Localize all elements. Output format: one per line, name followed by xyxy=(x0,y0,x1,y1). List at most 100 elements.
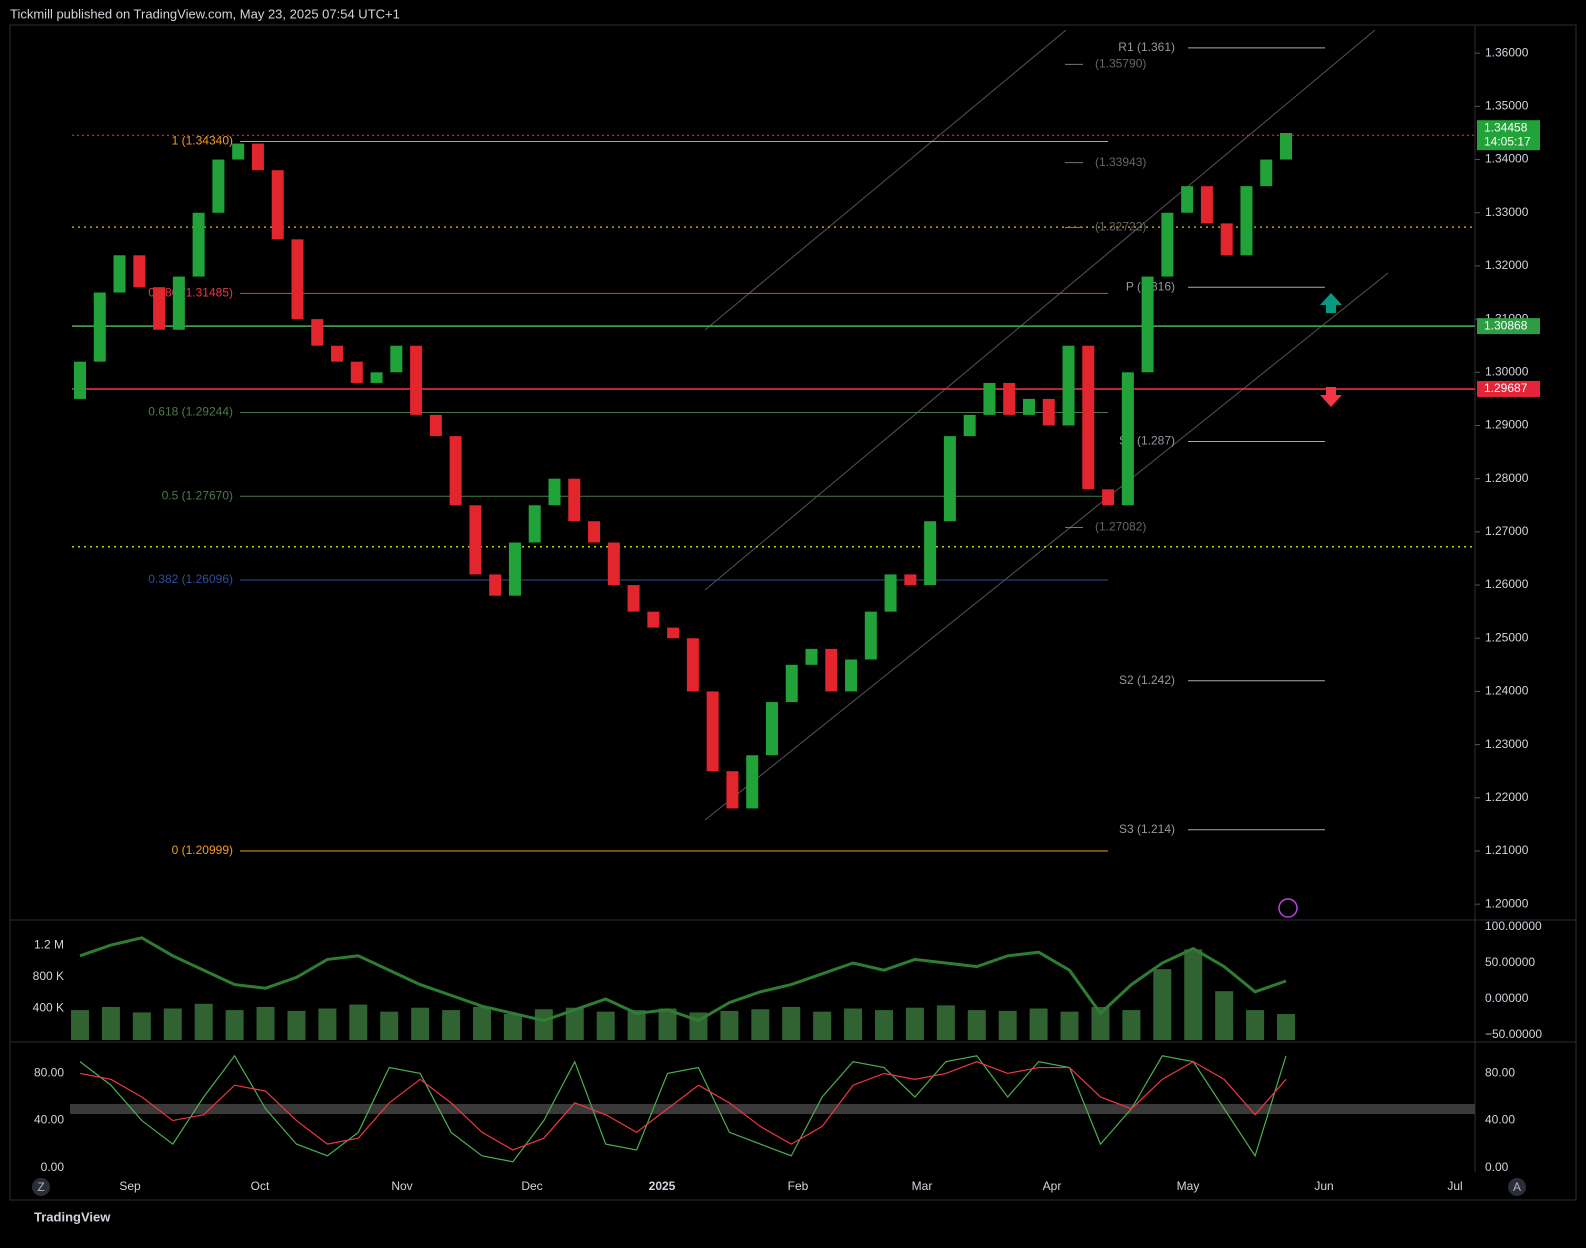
candle-body xyxy=(706,691,719,772)
y-tick-label: 1.35000 xyxy=(1485,99,1529,113)
volume-bar xyxy=(503,1014,522,1040)
x-tick-label: 2025 xyxy=(649,1179,676,1193)
volume-bar xyxy=(256,1006,275,1040)
y-tick-label: 1.34000 xyxy=(1485,152,1529,166)
stoch-line xyxy=(79,1054,1287,1163)
volume-bar xyxy=(194,1003,213,1040)
fib-label: 0.382 (1.26096) xyxy=(148,572,233,586)
volume-bar xyxy=(565,1007,584,1040)
candle-body xyxy=(943,436,956,522)
level-label: (1.33943) xyxy=(1095,155,1146,169)
candle-body xyxy=(192,212,205,277)
volume-bar xyxy=(225,1010,244,1040)
volume-bar xyxy=(411,1007,430,1040)
candle-body xyxy=(884,574,897,612)
momentum-line xyxy=(79,936,1287,1023)
candle-body xyxy=(627,585,640,612)
x-tick-label: Oct xyxy=(251,1179,270,1193)
volume-bar xyxy=(1215,991,1234,1040)
candle-body xyxy=(746,755,759,809)
auto-scale-button[interactable] xyxy=(1508,1178,1526,1196)
volume-bar xyxy=(318,1008,337,1040)
x-tick-label: May xyxy=(1177,1179,1200,1193)
y-tick-label: 1.36000 xyxy=(1485,45,1529,59)
volume-bar xyxy=(101,1006,120,1040)
y-tick-label: 1.24000 xyxy=(1485,684,1529,698)
level-label: (1.32722) xyxy=(1095,220,1146,234)
candle-body xyxy=(983,382,996,415)
candle-body xyxy=(251,143,264,171)
candle-body xyxy=(212,159,225,213)
volume-bar xyxy=(1122,1010,1141,1040)
volume-bar xyxy=(596,1011,615,1040)
momentum-tick-label: 50.00000 xyxy=(1485,955,1535,969)
alert-icon[interactable] xyxy=(1278,898,1298,918)
countdown: 14:05:17 xyxy=(1484,134,1531,148)
candle-body xyxy=(667,627,680,639)
volume-bar xyxy=(1184,949,1203,1040)
volume-bar xyxy=(534,1009,553,1040)
pivot-label: S2 (1.242) xyxy=(1119,673,1175,687)
volume-bar xyxy=(1029,1008,1048,1040)
candle-body xyxy=(686,638,699,692)
x-tick-label: Feb xyxy=(788,1179,809,1193)
stoch-tick-label-left: 40.00 xyxy=(34,1113,64,1127)
volume-bar xyxy=(658,1008,677,1040)
fib-label: 0.786 (1.31485) xyxy=(148,285,233,299)
candle-body xyxy=(429,414,442,437)
fib-label: 0.5 (1.27670) xyxy=(162,488,233,502)
candle-body xyxy=(1003,382,1016,415)
volume-bar xyxy=(905,1007,924,1040)
volume-bar xyxy=(998,1010,1017,1040)
candle-body xyxy=(133,255,146,288)
volume-bar xyxy=(936,1005,955,1040)
fib-label: 1 (1.34340) xyxy=(172,134,233,148)
pivot-label: R1 (1.361) xyxy=(1118,40,1175,54)
volume-bar xyxy=(132,1012,151,1040)
candle-body xyxy=(1260,159,1273,187)
volume-bar xyxy=(720,1010,739,1040)
candle-body xyxy=(508,542,521,596)
price-label-bg xyxy=(1477,318,1540,335)
header-text: Tickmill published on TradingView.com, M… xyxy=(10,6,400,21)
stoch-tick-label: 80.00 xyxy=(1485,1066,1515,1080)
stoch-band xyxy=(70,1104,1475,1114)
footer-logo: TradingView xyxy=(34,1209,111,1224)
candle-body xyxy=(74,361,86,399)
y-tick-label: 1.22000 xyxy=(1485,790,1529,804)
volume-bar xyxy=(71,1010,89,1040)
up-arrow xyxy=(1320,293,1342,313)
fib-label: 0.618 (1.29244) xyxy=(148,405,233,419)
stoch-tick-label-left: 0.00 xyxy=(41,1160,65,1174)
candle-body xyxy=(726,771,739,809)
y-tick-label: 1.28000 xyxy=(1485,471,1529,485)
volume-bar xyxy=(1246,1010,1265,1040)
fib-label: 0 (1.20999) xyxy=(172,843,233,857)
volume-bar xyxy=(380,1011,399,1040)
candle-body xyxy=(232,143,245,160)
candle-body xyxy=(1141,276,1154,373)
candle-body xyxy=(647,611,660,628)
volume-bar xyxy=(349,1004,368,1040)
y-tick-label: 1.32000 xyxy=(1485,258,1529,272)
y-tick-label: 1.27000 xyxy=(1485,524,1529,538)
candle-body xyxy=(825,648,838,692)
down-arrow xyxy=(1320,387,1342,407)
x-tick-label: Sep xyxy=(119,1179,141,1193)
volume-bar xyxy=(473,1006,491,1040)
candle-body xyxy=(1181,186,1194,213)
candle-body xyxy=(805,648,818,665)
candle-body xyxy=(172,276,185,330)
button-label: Z xyxy=(37,1180,44,1194)
candle-body xyxy=(311,319,324,346)
candle-body xyxy=(785,664,798,703)
candle-body xyxy=(924,521,937,586)
volume-bar xyxy=(813,1011,832,1040)
candle-body xyxy=(1082,345,1095,490)
candle-body xyxy=(469,505,482,575)
stoch-line xyxy=(79,1060,1287,1151)
volume-bar xyxy=(1153,969,1172,1040)
candle-body xyxy=(765,702,778,756)
candle-body xyxy=(410,345,423,415)
auto-scale-button[interactable] xyxy=(32,1178,50,1196)
